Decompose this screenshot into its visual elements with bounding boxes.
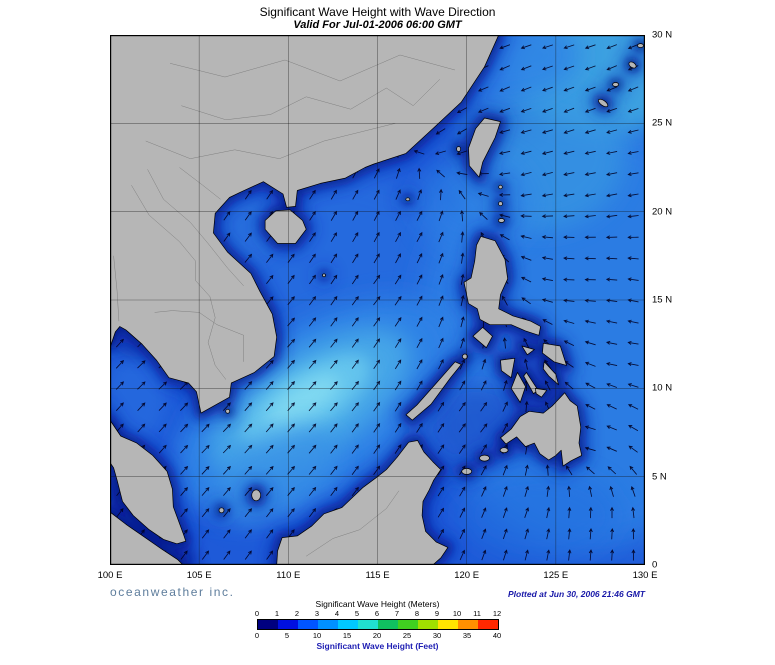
legend-color-segment — [318, 620, 338, 629]
y-axis-tick-label: 15 N — [652, 294, 673, 306]
legend-color-segment — [478, 620, 498, 629]
legend-feet-tick: 5 — [284, 631, 290, 640]
legend-color-segment — [438, 620, 458, 629]
y-axis-labels: 30 N 25 N 20 N 15 N 10 N 5 N 0 — [652, 30, 692, 571]
legend-feet-tick: 30 — [432, 631, 442, 640]
legend-feet-tick: 40 — [492, 631, 502, 640]
legend-meters-tick: 2 — [294, 609, 300, 618]
credit-oceanweather: oceanweather inc. — [110, 585, 235, 599]
grid-lines — [110, 35, 645, 565]
legend-feet-tick: 0 — [254, 631, 260, 640]
x-axis-tick-label: 115 E — [365, 570, 390, 581]
x-axis-tick-label: 130 E — [632, 570, 658, 581]
legend-meters-tick: 9 — [434, 609, 440, 618]
y-axis-tick-label: 10 N — [652, 382, 673, 394]
map-plot — [110, 35, 645, 565]
legend-feet-tick: 25 — [402, 631, 412, 640]
legend-meters-tick: 12 — [492, 609, 502, 618]
plotted-timestamp: Plotted at Jun 30, 2006 21:46 GMT — [508, 589, 645, 599]
x-axis-tick-label: 110 E — [276, 570, 301, 581]
page-title: Significant Wave Height with Wave Direct… — [259, 5, 496, 19]
y-axis-tick-label: 0 — [652, 559, 658, 571]
y-axis-tick-label: 20 N — [652, 206, 673, 218]
legend-color-segment — [358, 620, 378, 629]
legend-feet-tick: 20 — [372, 631, 382, 640]
x-axis-tick-label: 120 E — [454, 570, 480, 581]
legend-meters-tick: 0 — [254, 609, 260, 618]
legend-meters-tick: 5 — [354, 609, 360, 618]
legend-color-segment — [418, 620, 438, 629]
legend-feet-tick: 10 — [312, 631, 322, 640]
legend-meters-tick: 7 — [394, 609, 400, 618]
legend-meters-ticks: 0 1 2 3 4 5 6 7 8 9 10 11 12 — [254, 609, 501, 618]
legend-meters-tick: 8 — [414, 609, 420, 618]
legend-color-segment — [298, 620, 318, 629]
x-axis-labels: 100 E 105 E 110 E 115 E 120 E 125 E 130 E — [98, 570, 658, 583]
legend-meters-tick: 11 — [473, 609, 481, 618]
legend-color-segment — [278, 620, 298, 629]
y-axis-tick-label: 5 N — [652, 471, 667, 483]
plot-frame — [110, 35, 645, 565]
x-axis-tick-label: 100 E — [97, 570, 123, 581]
legend-color-segment — [258, 620, 278, 629]
legend-color-segment — [398, 620, 418, 629]
x-axis-tick-label: 105 E — [186, 570, 212, 581]
legend-title-meters: Significant Wave Height (Meters) — [315, 599, 440, 609]
legend-meters-tick: 10 — [452, 609, 462, 618]
legend-meters-tick: 6 — [374, 609, 380, 618]
y-axis-tick-label: 25 N — [652, 117, 673, 129]
legend-feet-tick: 15 — [342, 631, 352, 640]
legend-color-segment — [378, 620, 398, 629]
legend-color-segment — [338, 620, 358, 629]
legend-feet-tick: 35 — [462, 631, 472, 640]
x-axis-tick-label: 125 E — [543, 570, 569, 581]
valid-time-subtitle: Valid For Jul-01-2006 06:00 GMT — [293, 19, 462, 31]
legend-meters-tick: 4 — [334, 609, 340, 618]
legend-feet-ticks: 0 5 10 15 20 25 30 35 40 — [254, 631, 501, 640]
legend-meters-tick: 3 — [314, 609, 320, 618]
legend-color-segment — [458, 620, 478, 629]
y-axis-tick-label: 30 N — [652, 29, 673, 41]
inland-boundaries — [113, 54, 456, 557]
legend-colorbar — [257, 619, 499, 630]
legend-meters-tick: 1 — [274, 609, 280, 618]
legend-title-feet: Significant Wave Height (Feet) — [316, 641, 439, 651]
